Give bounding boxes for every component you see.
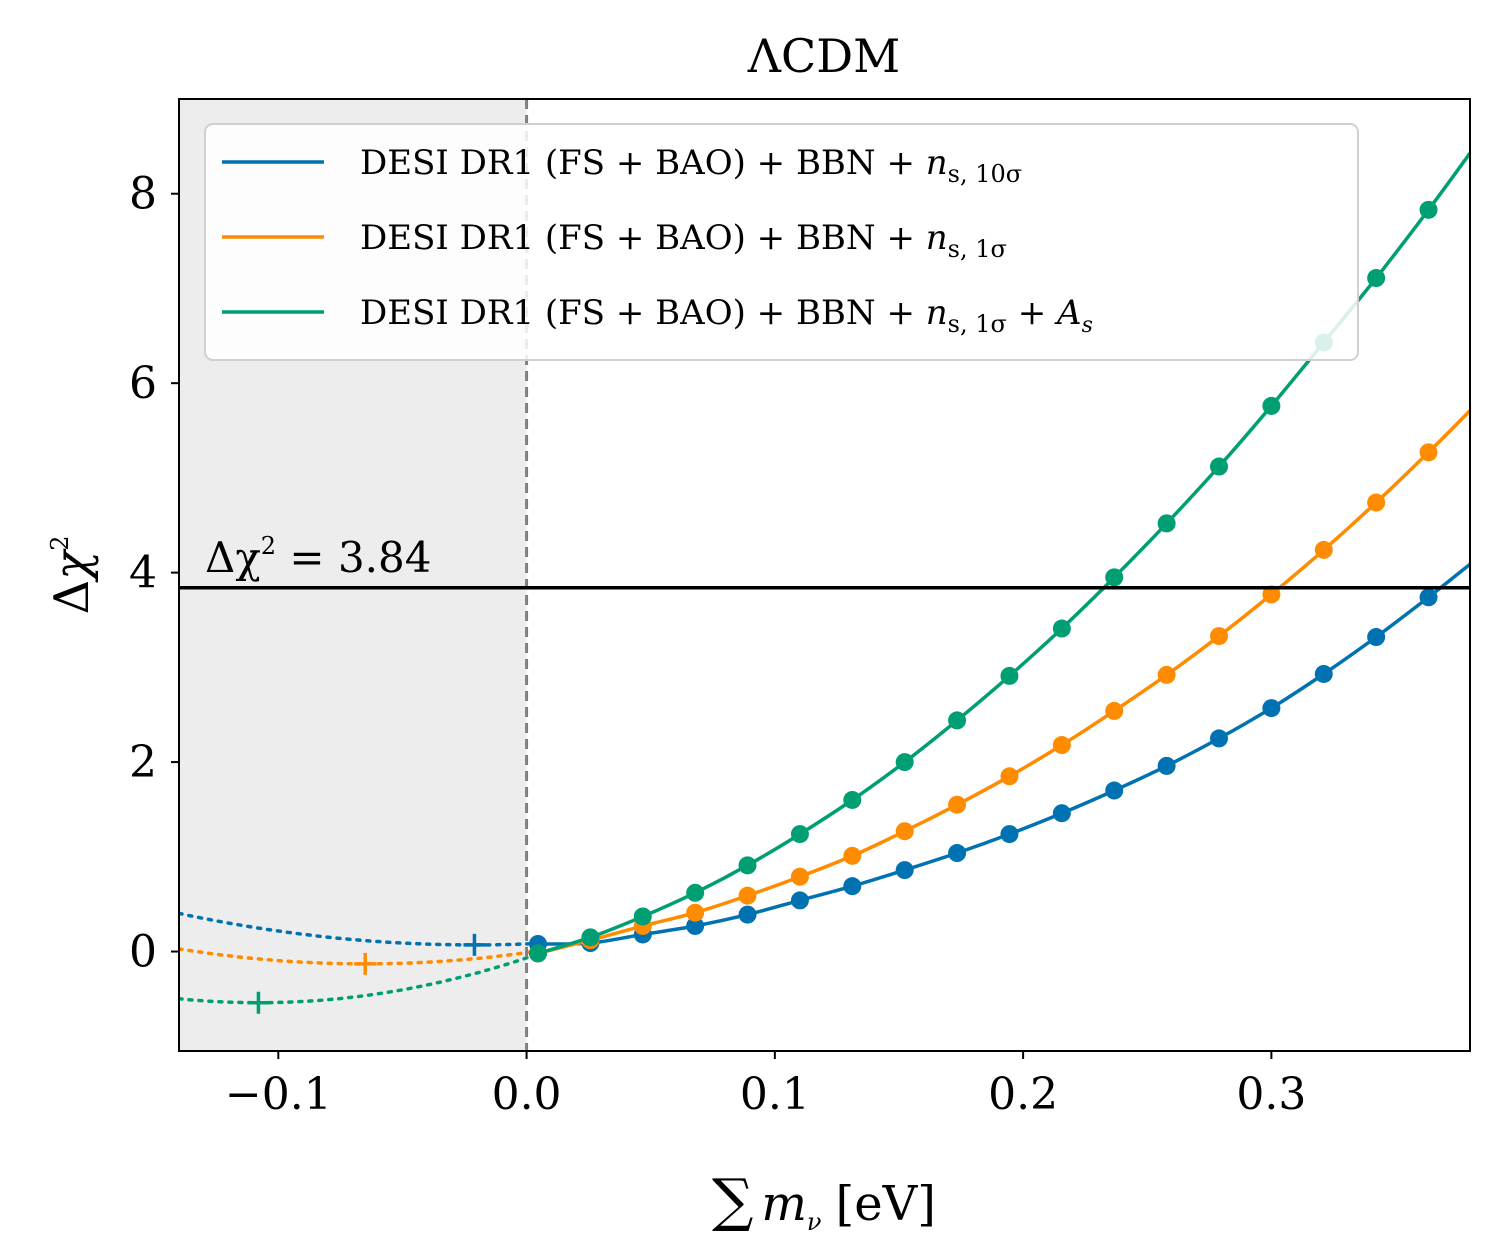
- series-1-point: [1419, 588, 1438, 607]
- series-2-point: [686, 903, 705, 922]
- series-3-extrapolation: [179, 952, 539, 1005]
- x-tick-label: 0.0: [492, 1069, 562, 1120]
- series-2-point: [948, 795, 967, 814]
- series-1-point: [948, 844, 967, 863]
- chart-title: ΛCDM: [747, 29, 900, 83]
- series-3-point: [1419, 200, 1438, 219]
- x-tick-label: 0.3: [1236, 1069, 1306, 1120]
- series-2-point: [790, 867, 809, 886]
- series-3-point: [1105, 568, 1124, 587]
- y-tick-label: 4: [129, 548, 157, 599]
- series-1-point: [1314, 664, 1333, 683]
- series-1-minimum-marker: [463, 933, 486, 956]
- series-1-point: [686, 916, 705, 935]
- series-2-point: [1262, 585, 1281, 604]
- series-3-point: [738, 856, 757, 875]
- series-2-point: [1314, 540, 1333, 559]
- legend-label: DESI DR1 (FS + BAO) + BBN + ns, 10σ: [360, 143, 1022, 188]
- series-2-point: [1209, 627, 1228, 646]
- series-1: [179, 562, 1470, 956]
- series-2-point: [1419, 443, 1438, 462]
- legend-box: [204, 123, 1359, 361]
- series-1-point: [1000, 825, 1019, 844]
- x-axis-label: ∑ mν [eV]: [712, 1166, 936, 1236]
- series-3-point: [1000, 666, 1019, 685]
- series-2-point: [1367, 493, 1386, 512]
- series-3-point: [633, 907, 652, 926]
- series-3-point: [1157, 514, 1176, 533]
- y-tick-label: 0: [129, 927, 157, 978]
- threshold-annotation: Δχ2 = 3.84: [205, 532, 431, 582]
- series-1-point: [1052, 804, 1071, 823]
- y-tick-label: 6: [129, 358, 157, 409]
- series-1-point: [1209, 729, 1228, 748]
- series-2-point: [843, 846, 862, 865]
- plot-frame: [178, 98, 1471, 1052]
- series-1-point: [895, 861, 914, 880]
- series-3-point: [581, 928, 600, 947]
- legend-label: DESI DR1 (FS + BAO) + BBN + ns, 1σ + As: [360, 293, 1093, 338]
- legend: DESI DR1 (FS + BAO) + BBN + ns, 10σ DESI …: [204, 123, 1359, 361]
- series-3-point: [843, 790, 862, 809]
- series-1-point: [1157, 756, 1176, 775]
- legend-label: DESI DR1 (FS + BAO) + BBN + ns, 1σ: [360, 218, 1007, 263]
- y-axis-label: Δχ2: [44, 535, 100, 614]
- series-2-point: [895, 822, 914, 841]
- series-3-minimum-marker: [247, 991, 270, 1014]
- series-2-point: [1157, 665, 1176, 684]
- series-3-point: [1052, 619, 1071, 638]
- series-1-point: [1105, 781, 1124, 800]
- series-2-point: [1052, 736, 1071, 755]
- x-tick-label: 0.1: [740, 1069, 810, 1120]
- series-3-point: [528, 944, 547, 963]
- series-1-point: [738, 905, 757, 924]
- series-3-point: [1262, 396, 1281, 415]
- x-tick-label: −0.1: [225, 1069, 332, 1120]
- series-3-point: [948, 711, 967, 730]
- series-2-point: [1105, 701, 1124, 720]
- series-1-point: [1367, 628, 1386, 647]
- y-tick-label: 2: [129, 737, 157, 788]
- series-3-point: [895, 753, 914, 772]
- series-2-point: [1000, 767, 1019, 786]
- series-2-point: [738, 886, 757, 905]
- series-3-point: [790, 825, 809, 844]
- series-2-minimum-marker: [354, 952, 377, 975]
- series-3-point: [1209, 457, 1228, 476]
- series-3-point: [1367, 269, 1386, 288]
- series-1-point: [1262, 699, 1281, 718]
- y-tick-label: 8: [129, 169, 157, 220]
- series-1-point: [790, 891, 809, 910]
- x-tick-label: 0.2: [988, 1069, 1058, 1120]
- series-3-point: [686, 883, 705, 902]
- series-1-point: [843, 877, 862, 896]
- series-1-line: [537, 562, 1470, 946]
